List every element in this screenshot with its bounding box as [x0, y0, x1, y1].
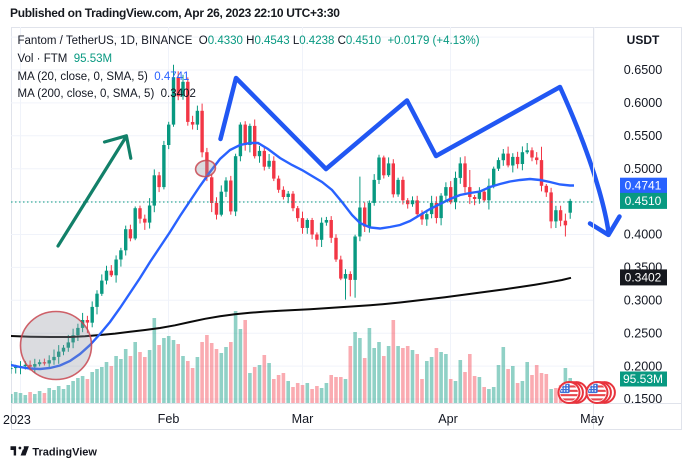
- svg-text:0.2500: 0.2500: [624, 326, 663, 340]
- svg-text:0.4000: 0.4000: [624, 228, 663, 242]
- svg-text:0.3402: 0.3402: [625, 270, 662, 284]
- svg-text:USDT: USDT: [627, 33, 660, 47]
- svg-text:0.3000: 0.3000: [624, 294, 663, 308]
- svg-text:Apr: Apr: [438, 412, 458, 426]
- svg-text:0.6000: 0.6000: [624, 96, 663, 110]
- svg-text:0.1500: 0.1500: [624, 392, 663, 406]
- svg-text:0.4510: 0.4510: [625, 194, 662, 208]
- svg-text:May: May: [580, 412, 604, 426]
- svg-text:Feb: Feb: [158, 412, 180, 426]
- svg-text:95.53M: 95.53M: [623, 372, 663, 386]
- svg-text:0.2000: 0.2000: [624, 359, 663, 373]
- svg-text:Mar: Mar: [292, 412, 314, 426]
- svg-text:0.5000: 0.5000: [624, 162, 663, 176]
- svg-text:0.4741: 0.4741: [625, 179, 662, 193]
- svg-text:0.5500: 0.5500: [624, 129, 663, 143]
- svg-text:TradingView: TradingView: [32, 446, 97, 458]
- svg-text:0.6500: 0.6500: [624, 63, 663, 77]
